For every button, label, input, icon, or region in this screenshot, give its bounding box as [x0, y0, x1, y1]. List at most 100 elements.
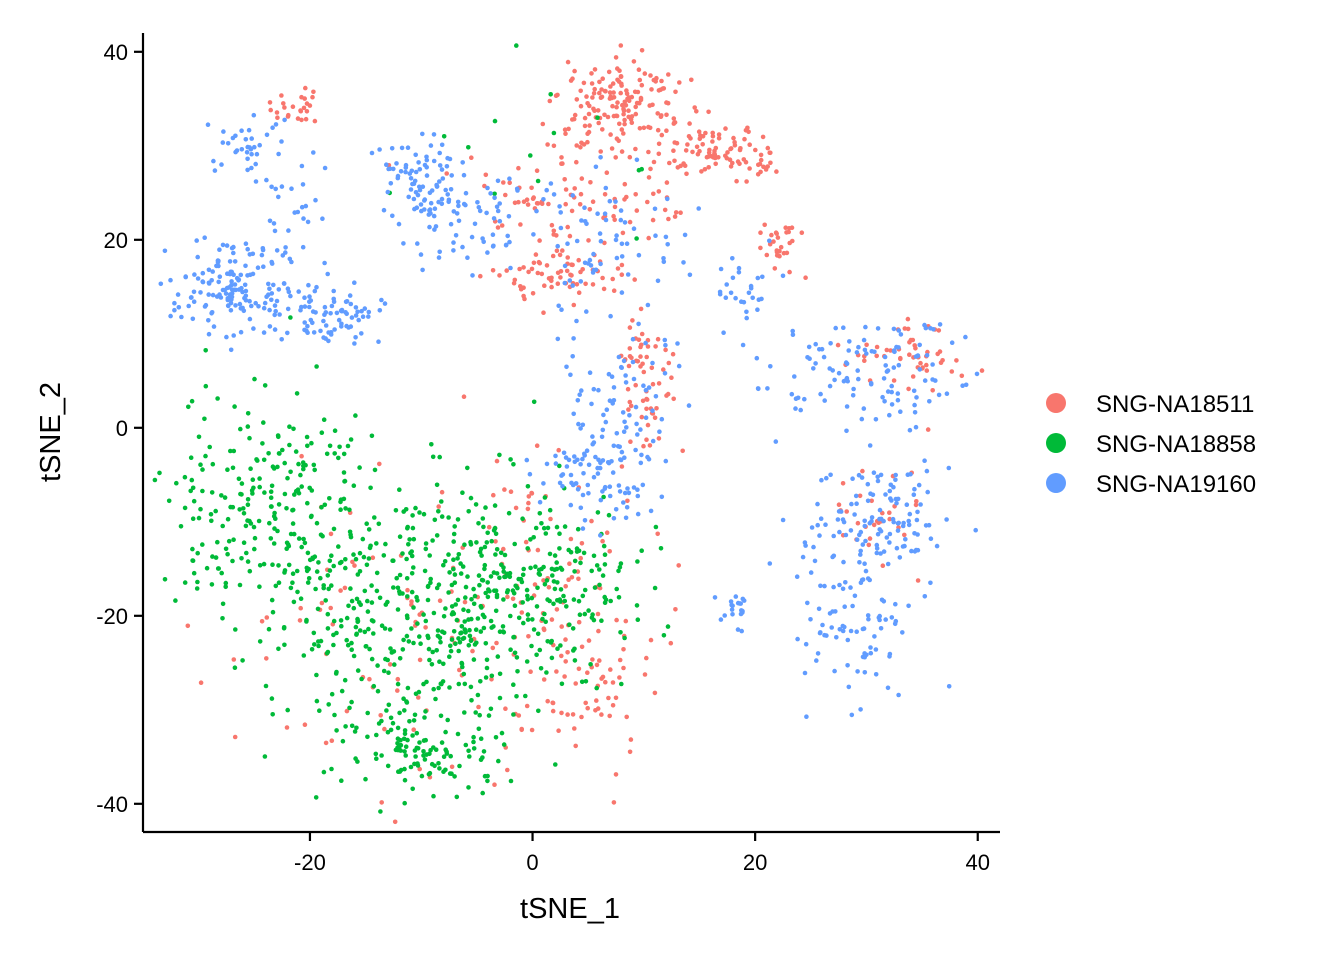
data-point: [238, 329, 244, 335]
data-point: [307, 557, 313, 563]
data-point: [462, 599, 468, 605]
data-point: [407, 171, 413, 176]
data-point: [587, 370, 593, 376]
data-point: [865, 481, 871, 487]
data-point: [611, 516, 617, 521]
data-point: [607, 493, 613, 499]
data-point: [301, 653, 307, 658]
data-point: [268, 536, 274, 541]
data-point: [313, 197, 318, 203]
data-point: [635, 487, 640, 493]
data-point: [439, 201, 445, 207]
data-point: [249, 151, 254, 157]
data-point: [909, 548, 914, 554]
data-point: [490, 232, 496, 237]
data-point: [925, 489, 930, 495]
data-point: [872, 634, 877, 639]
data-point: [802, 670, 808, 676]
data-point: [887, 654, 892, 659]
data-point: [376, 339, 381, 345]
data-point: [598, 497, 604, 503]
data-point: [397, 656, 403, 661]
data-point: [336, 455, 341, 461]
data-point: [603, 679, 608, 685]
data-point: [593, 164, 599, 170]
data-point: [434, 648, 440, 653]
data-point: [815, 522, 820, 528]
data-point: [222, 495, 228, 500]
data-point: [417, 766, 423, 772]
data-point: [645, 302, 651, 308]
data-point: [245, 411, 251, 416]
data-point: [618, 457, 624, 463]
data-point: [288, 469, 293, 475]
data-point: [301, 466, 306, 472]
data-point: [902, 326, 908, 331]
data-point: [402, 749, 407, 754]
data-point: [475, 616, 481, 621]
data-point: [626, 98, 632, 104]
data-point: [282, 105, 287, 110]
data-point: [713, 161, 718, 167]
data-point: [659, 494, 665, 500]
data-point: [282, 570, 287, 575]
data-point: [465, 574, 470, 579]
data-point: [525, 546, 530, 551]
data-point: [262, 383, 268, 388]
data-point: [559, 624, 564, 629]
data-point: [466, 145, 471, 150]
data-point: [606, 460, 612, 466]
data-point: [353, 335, 358, 340]
data-point: [706, 165, 711, 170]
data-point: [251, 326, 256, 331]
data-point: [276, 151, 281, 157]
data-point: [414, 594, 419, 600]
data-point: [626, 490, 632, 496]
data-point: [568, 272, 573, 278]
data-point: [209, 278, 214, 283]
data-point: [619, 262, 625, 268]
data-point: [405, 615, 410, 621]
data-point: [888, 482, 894, 488]
y-tick-label: -40: [96, 792, 128, 817]
data-point: [383, 602, 389, 607]
data-point: [372, 467, 378, 473]
data-point: [816, 606, 822, 612]
data-point: [463, 202, 468, 208]
data-point: [270, 712, 276, 717]
data-point: [455, 199, 461, 205]
data-point: [302, 320, 308, 325]
data-point: [497, 575, 502, 581]
data-point: [662, 207, 668, 213]
data-point: [273, 308, 279, 314]
data-point: [228, 347, 234, 353]
data-point: [602, 112, 607, 118]
data-point: [703, 130, 708, 136]
data-point: [311, 630, 317, 636]
data-point: [889, 615, 895, 620]
data-point: [506, 214, 512, 219]
data-point: [298, 605, 304, 611]
data-point: [765, 386, 770, 391]
data-point: [209, 310, 215, 315]
data-point: [552, 553, 558, 558]
data-point: [233, 627, 238, 632]
data-point: [271, 541, 277, 546]
data-point: [456, 552, 462, 557]
data-point: [408, 550, 413, 556]
data-point: [467, 754, 472, 759]
data-point: [395, 736, 401, 741]
data-point: [553, 93, 559, 98]
data-point: [918, 502, 923, 507]
data-point: [179, 314, 184, 320]
data-point: [644, 396, 649, 402]
data-point: [454, 211, 460, 216]
data-point: [706, 154, 711, 159]
data-point: [600, 275, 605, 281]
data-point: [840, 517, 846, 522]
data-point: [359, 331, 364, 336]
data-point: [841, 325, 846, 331]
data-point: [216, 279, 221, 285]
data-point: [302, 540, 308, 546]
data-point: [415, 746, 421, 751]
